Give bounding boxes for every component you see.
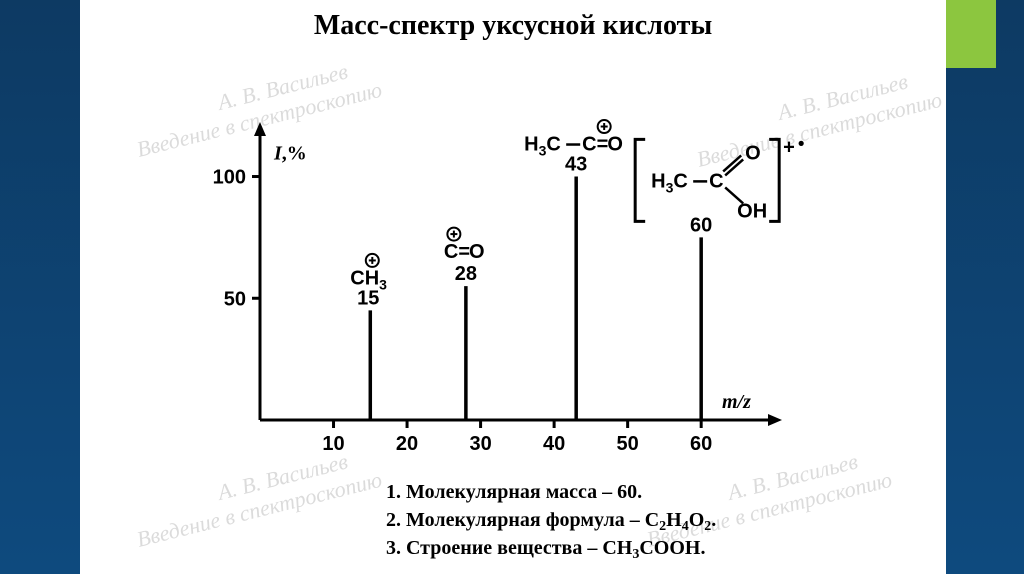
- svg-text:15: 15: [357, 287, 379, 309]
- svg-text:100: 100: [213, 167, 246, 189]
- slide-background: А. В. ВасильевВведение в спектроскопиюА.…: [0, 0, 1024, 574]
- svg-text:1. Молекулярная масса – 60.: 1. Молекулярная масса – 60.: [386, 481, 642, 503]
- svg-text:28: 28: [455, 263, 477, 285]
- svg-text:40: 40: [543, 433, 565, 455]
- svg-text:C=O: C=O: [444, 241, 485, 263]
- svg-text:I,%: I,%: [273, 142, 307, 164]
- content-panel: А. В. ВасильевВведение в спектроскопиюА.…: [80, 0, 946, 574]
- svg-text:m/z: m/z: [722, 391, 751, 413]
- svg-text:H3C: H3C: [651, 170, 688, 195]
- svg-text:3. Строение вещества – CH3COO: 3. Строение вещества – CH3COOH.: [386, 537, 705, 562]
- svg-text:43: 43: [565, 154, 587, 176]
- svg-text:2. Молекулярная формула – C2H: 2. Молекулярная формула – C2H4O2.: [386, 509, 716, 534]
- svg-text:C: C: [709, 170, 723, 192]
- svg-text:+: +: [783, 136, 795, 158]
- svg-text:OH: OH: [737, 200, 767, 222]
- svg-text:50: 50: [224, 288, 246, 310]
- svg-text:C=O: C=O: [582, 134, 623, 156]
- svg-text:10: 10: [322, 433, 344, 455]
- svg-text:H3C: H3C: [524, 134, 561, 159]
- svg-text:Масс-спектр уксусной кислоты: Масс-спектр уксусной кислоты: [314, 10, 713, 41]
- svg-text:50: 50: [617, 433, 639, 455]
- svg-text:20: 20: [396, 433, 418, 455]
- svg-text:60: 60: [690, 214, 712, 236]
- svg-text:O: O: [745, 142, 761, 164]
- svg-text:30: 30: [469, 433, 491, 455]
- mass-spectrum-chart: А. В. ВасильевВведение в спектроскопиюА.…: [80, 0, 946, 574]
- svg-text:60: 60: [690, 433, 712, 455]
